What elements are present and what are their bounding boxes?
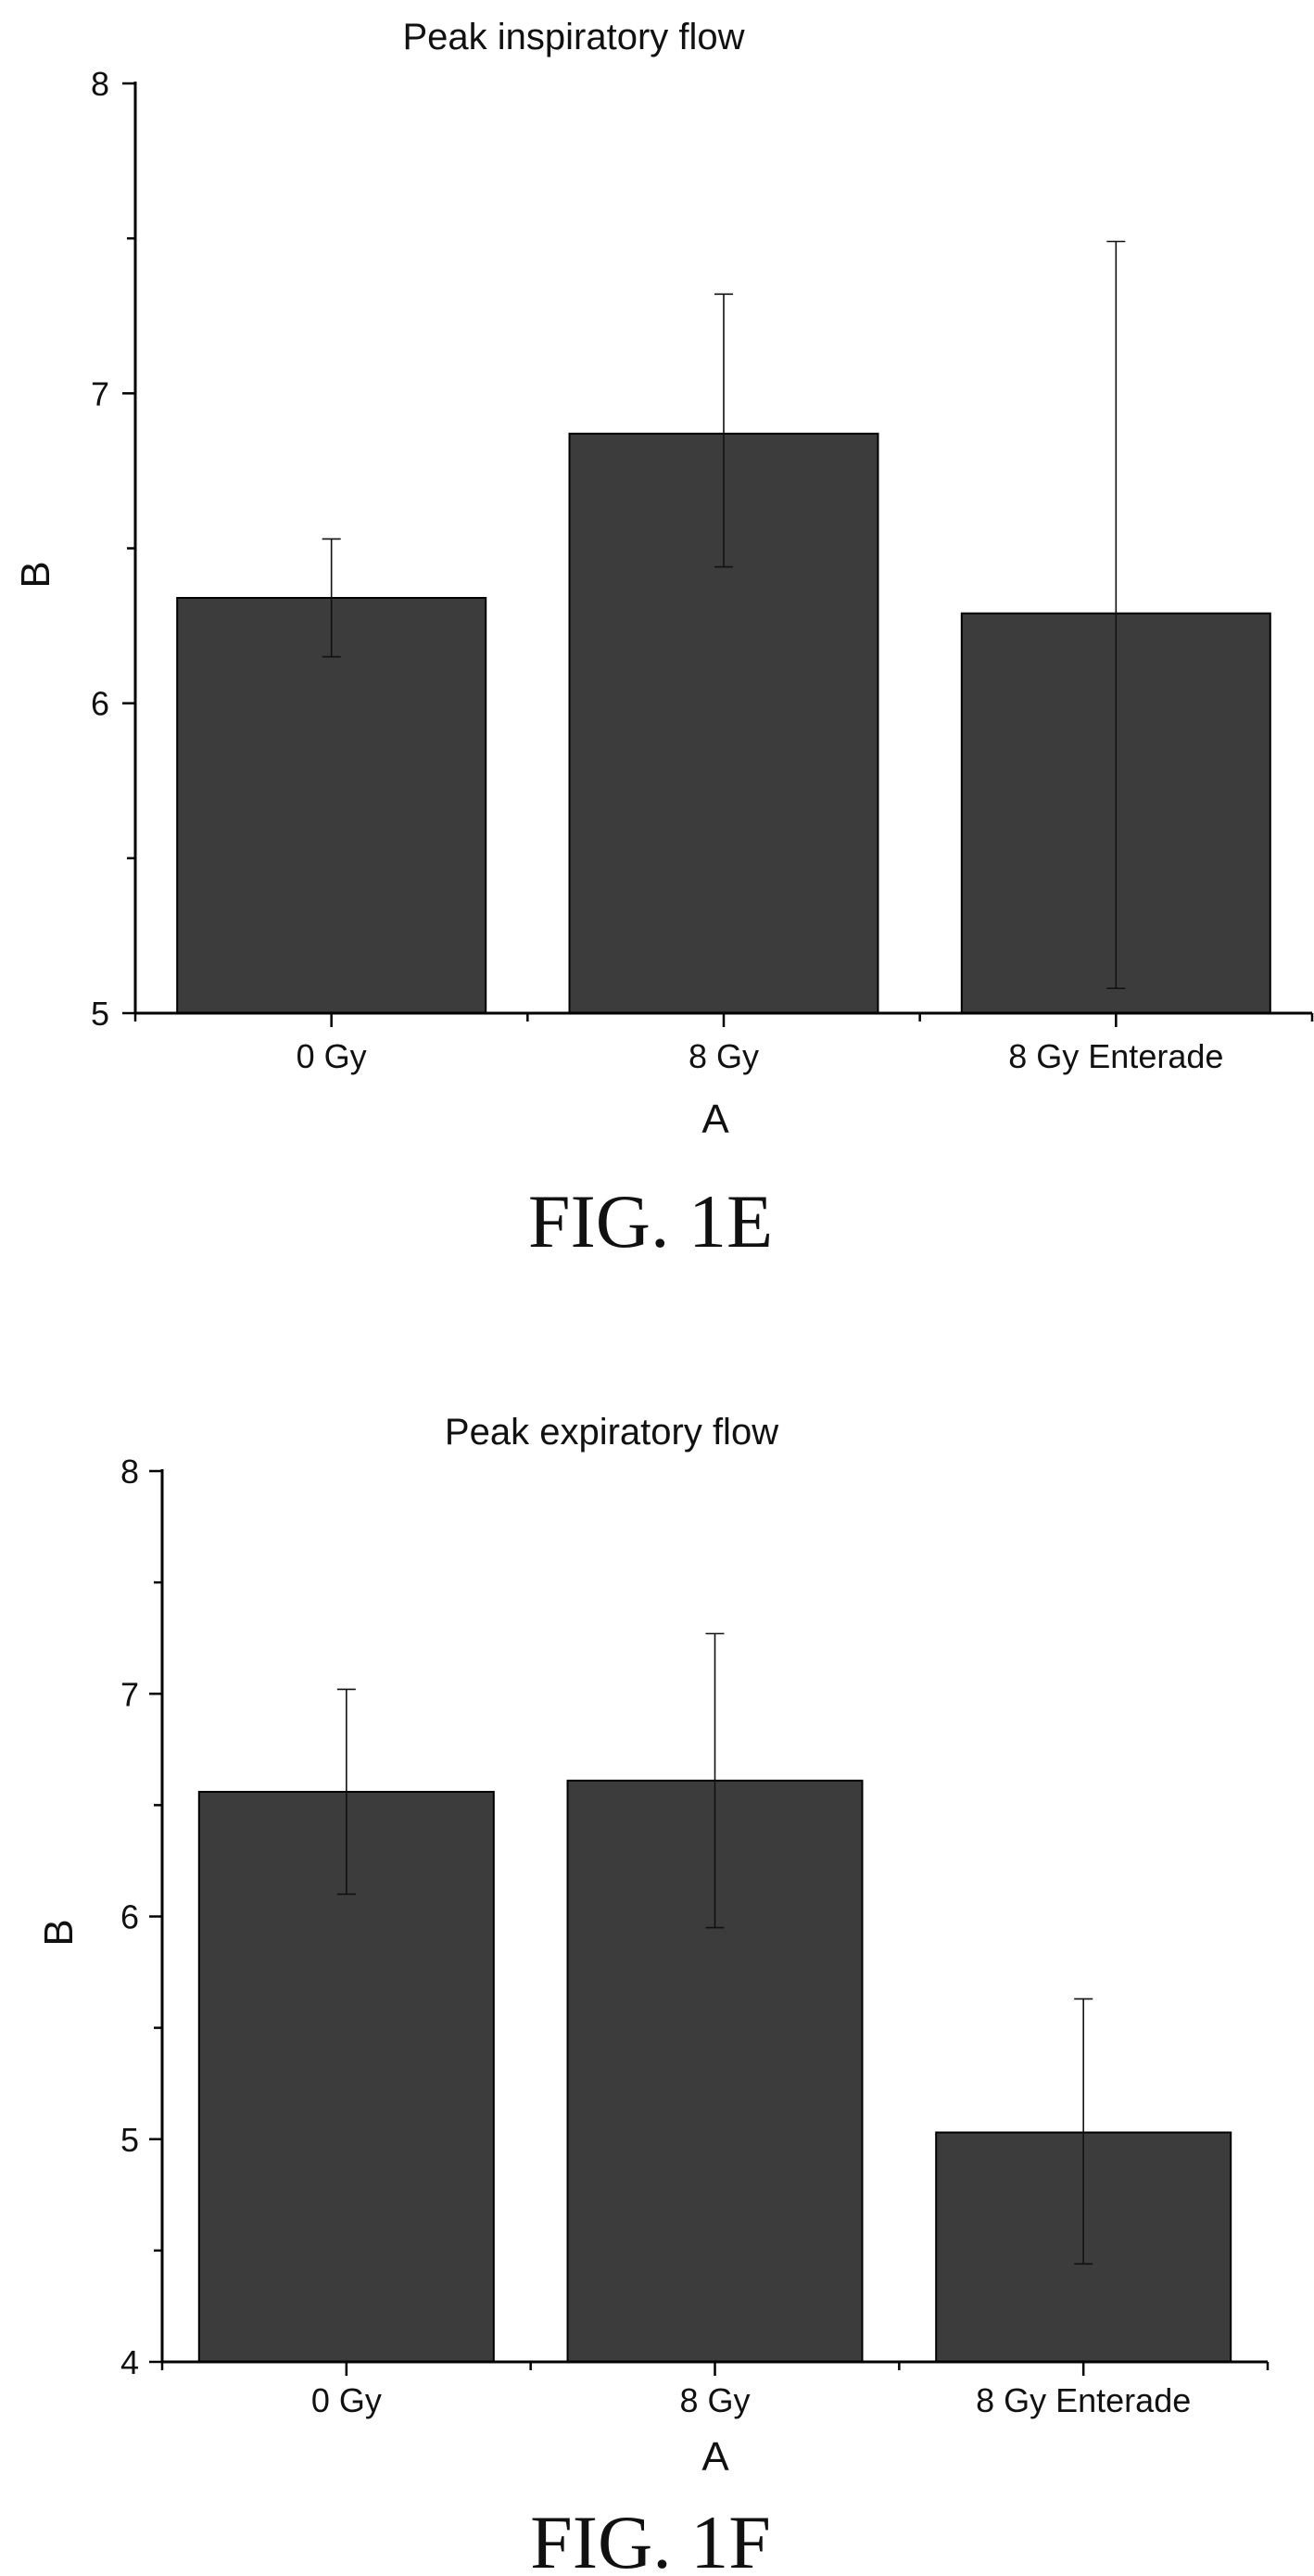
x-tick-label: 0 Gy (311, 2381, 382, 2419)
x-tick-label: 0 Gy (297, 1037, 367, 1075)
y-tick-label: 6 (91, 685, 109, 723)
y-tick-label: 5 (91, 995, 109, 1033)
y-tick-label: 4 (120, 2343, 139, 2381)
x-tick-label: 8 Gy (689, 1037, 759, 1075)
y-tick-label: 7 (120, 1675, 139, 1713)
chart-peak-expiratory: Peak expiratory flow B A FIG. 1F (36, 1412, 778, 2576)
x-axis-label: A (701, 2434, 729, 2480)
chart-title: Peak expiratory flow (445, 1412, 778, 1453)
y-axis-label: B (13, 561, 58, 588)
y-axis-label: B (36, 1919, 82, 1946)
y-tick-label: 5 (120, 2121, 139, 2159)
figure-caption: FIG. 1F (530, 2500, 771, 2576)
x-tick-label: 8 Gy Enterade (1008, 1037, 1223, 1075)
y-tick-label: 6 (120, 1898, 139, 1936)
chart-peak-inspiratory: Peak inspiratory flow B A FIG. 1E (13, 17, 773, 1263)
figure-caption: FIG. 1E (528, 1179, 773, 1263)
plot-area: 4 5 6 7 8 0 Gy 8 Gy 8 Gy Enterade (120, 1453, 1270, 2419)
y-tick-label: 7 (91, 374, 109, 412)
y-tick-label: 8 (91, 65, 109, 103)
plot-area: 5 6 7 8 0 Gy 8 Gy 8 Gy Enterade (91, 65, 1314, 1075)
chart-title: Peak inspiratory flow (402, 17, 744, 57)
y-tick-label: 8 (120, 1453, 139, 1491)
bar-0-gy (176, 597, 487, 1014)
x-tick-label: 8 Gy Enterade (976, 2381, 1191, 2419)
x-axis-label: A (701, 1097, 729, 1142)
x-tick-label: 8 Gy (679, 2381, 750, 2419)
